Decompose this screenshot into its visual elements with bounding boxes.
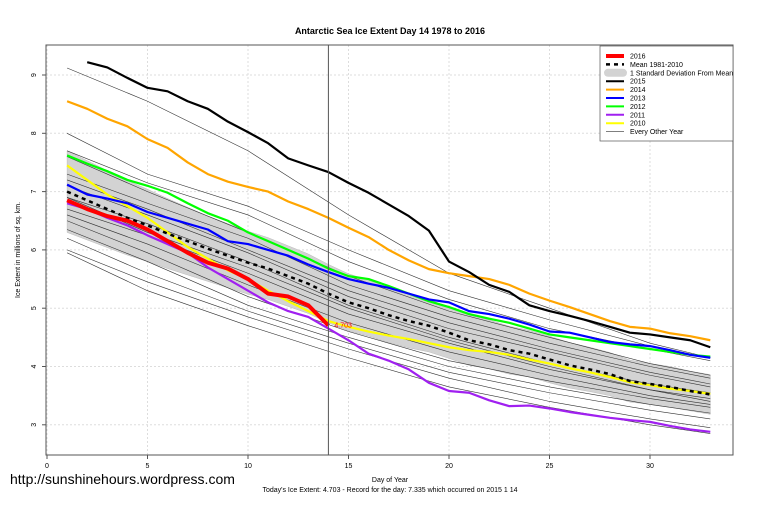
series-line-2012 — [66, 154, 711, 358]
y-tick-label: 6 — [31, 248, 38, 252]
series-lines — [66, 61, 711, 433]
x-tick-label: 25 — [546, 463, 554, 470]
legend-label: 2010 — [630, 121, 646, 128]
legend-label: Mean 1981-2010 — [630, 62, 683, 69]
legend-box — [599, 45, 734, 142]
x-tick-label: 10 — [244, 463, 252, 470]
watermark-url: http://sunshinehours.wordpress.com — [10, 471, 235, 487]
x-tick-label: 20 — [445, 463, 453, 470]
other-year-line — [66, 252, 711, 434]
chart-title: Antarctic Sea Ice Extent Day 14 1978 to … — [295, 26, 485, 36]
series-line-2013 — [66, 183, 711, 359]
series-line-2015 — [86, 61, 711, 349]
y-tick-label: 7 — [31, 190, 38, 194]
other-year-line — [66, 229, 711, 414]
other-year-line — [66, 249, 711, 429]
legend-swatch-band — [604, 68, 627, 77]
series-line-mean-1981-2010 — [66, 190, 711, 396]
series-line-2014 — [66, 100, 711, 342]
other-year-line — [66, 237, 711, 420]
other-year-line — [66, 156, 711, 376]
legend-label: Every Other Year — [630, 129, 684, 136]
other-year-line — [66, 220, 711, 408]
y-tick-label: 3 — [31, 423, 38, 427]
legend-label: 1 Standard Deviation From Mean — [630, 70, 733, 77]
other-year-line — [66, 185, 711, 388]
other-year-line — [66, 67, 711, 359]
y-tick-label: 8 — [31, 131, 38, 135]
series-line-2016 — [66, 198, 330, 327]
std-dev-band — [66, 150, 711, 415]
legend-label: 2016 — [630, 54, 646, 61]
legend-label: 2013 — [630, 96, 646, 103]
x-tick-label: 0 — [45, 463, 49, 470]
x-tick-label: 30 — [646, 463, 654, 470]
legend-label: 2015 — [630, 79, 646, 86]
legend-label: 2012 — [630, 104, 646, 111]
other-year-line — [66, 173, 711, 379]
x-tick-label: 15 — [345, 463, 353, 470]
legend-label: 2014 — [630, 87, 646, 94]
legend-label: 2011 — [630, 112, 645, 119]
today-annotation: 4.703 — [334, 323, 352, 330]
x-tick-label: 5 — [146, 463, 150, 470]
subtitle: Today's Ice Extent: 4.703 - Record for t… — [262, 487, 517, 494]
series-line-2010 — [66, 164, 711, 395]
x-axis-label: Day of Year — [372, 477, 409, 484]
y-tick-label: 5 — [31, 306, 38, 310]
y-tick-label: 9 — [31, 73, 38, 77]
std-dev-area — [66, 150, 711, 415]
y-axis-label: Ice Extent in millions of sq. km. — [15, 202, 22, 298]
other-year-line — [66, 133, 711, 359]
axes: 0 5 10 15 20 25 30 3 4 5 6 7 8 9 — [31, 73, 654, 470]
y-tick-label: 4 — [31, 364, 38, 368]
